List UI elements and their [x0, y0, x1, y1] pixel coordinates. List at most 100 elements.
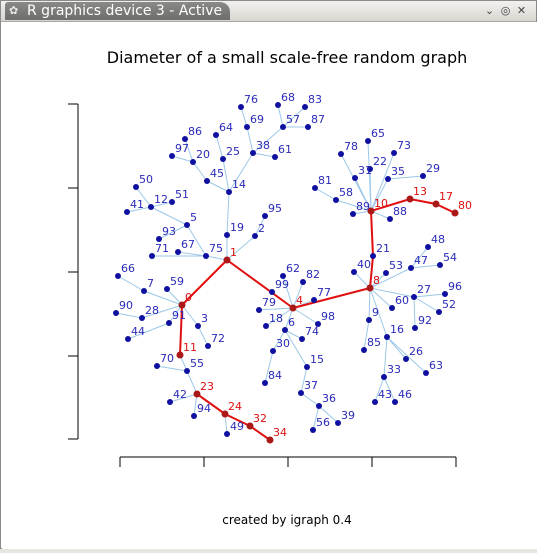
edge	[386, 336, 407, 360]
edge	[252, 152, 276, 158]
node-label: 56	[316, 416, 330, 429]
node-label: 1	[230, 246, 237, 259]
node-marker	[312, 185, 318, 191]
node-marker	[365, 138, 371, 144]
node-marker	[250, 150, 256, 156]
node-label: 40	[357, 258, 371, 271]
graph-node: 78	[338, 140, 358, 157]
graph-node: 48	[425, 233, 445, 250]
maximize-icon[interactable]: ◎	[500, 4, 511, 17]
node-label: 76	[244, 93, 258, 106]
edge	[246, 126, 254, 154]
node-label: 39	[341, 409, 355, 422]
title-bar[interactable]: ✿ R graphics device 3 - Active ⌄ ◎ ✕	[1, 1, 536, 22]
node-label: 43	[378, 388, 392, 401]
node-label: 31	[358, 164, 372, 177]
node-label: 72	[211, 332, 225, 345]
node-marker	[383, 270, 389, 276]
graph-node: 40	[351, 258, 371, 275]
edge	[300, 366, 308, 394]
graph-node: 99	[269, 278, 289, 295]
edge	[226, 191, 230, 236]
edge	[383, 336, 388, 378]
node-marker	[304, 364, 310, 370]
node-label: 36	[322, 392, 336, 405]
node-label: 82	[306, 268, 320, 281]
graph-node: 73	[391, 139, 411, 156]
graph-node: 21	[370, 242, 390, 259]
graph-node: 31	[352, 164, 372, 181]
graph-node: 93	[156, 225, 176, 242]
node-label: 63	[429, 359, 443, 372]
node-label: 19	[230, 221, 244, 234]
node-marker	[338, 151, 344, 157]
node-marker	[263, 323, 269, 329]
node-label: 86	[188, 125, 202, 138]
node-label: 28	[145, 304, 159, 317]
path-edge	[224, 413, 251, 427]
node-label: 18	[269, 312, 283, 325]
node-label: 62	[286, 262, 300, 275]
graph-node: 43	[372, 388, 392, 405]
node-marker	[154, 363, 160, 369]
node-marker	[381, 374, 387, 380]
node-marker	[367, 207, 375, 215]
graph-node: 77	[311, 286, 331, 303]
node-label: 68	[281, 91, 295, 104]
node-label: 21	[376, 242, 390, 255]
node-marker	[310, 427, 316, 433]
edge	[386, 336, 427, 374]
node-marker	[203, 253, 209, 259]
node-label: 14	[232, 178, 246, 191]
edge	[143, 290, 183, 306]
node-marker	[266, 436, 274, 444]
edge	[186, 224, 207, 257]
node-label: 59	[170, 275, 184, 288]
node-marker	[113, 310, 119, 316]
node-marker	[272, 154, 278, 160]
graph-node: 25	[220, 145, 240, 162]
node-label: 85	[367, 336, 381, 349]
title-tab[interactable]: ✿ R graphics device 3 - Active	[5, 2, 231, 20]
node-marker	[205, 343, 211, 349]
graph-node: 84	[262, 369, 282, 386]
node-label: 89	[356, 200, 370, 213]
edge	[413, 293, 446, 298]
node-label: 30	[276, 337, 290, 350]
edge	[150, 206, 188, 226]
node-marker	[175, 249, 181, 255]
edge	[277, 104, 284, 128]
graph-node: 17	[432, 190, 453, 208]
graph-node: 53	[383, 259, 403, 276]
edge	[413, 296, 440, 313]
graph-node: 47	[408, 254, 428, 271]
node-label: 7	[147, 277, 154, 290]
edge	[215, 134, 224, 160]
y-axis	[68, 103, 79, 440]
graph-node: 71	[149, 242, 169, 259]
node-marker	[184, 368, 190, 374]
close-icon[interactable]: ✕	[516, 4, 527, 17]
edge	[300, 392, 320, 407]
minimize-icon[interactable]: ⌄	[484, 4, 495, 17]
node-label: 90	[119, 299, 133, 312]
path-edge	[435, 203, 456, 214]
graph-node: 32	[246, 412, 267, 430]
node-marker	[305, 124, 311, 130]
edge	[205, 255, 228, 261]
node-label: 66	[121, 262, 135, 275]
app-menu-icon[interactable]: ✿	[9, 4, 19, 17]
node-label: 75	[209, 242, 223, 255]
edge	[240, 106, 248, 128]
node-marker	[213, 132, 219, 138]
graph-node: 29	[420, 162, 440, 179]
x-axis	[119, 456, 457, 467]
path-edge	[370, 210, 374, 257]
node-marker	[361, 347, 367, 353]
node-label: 93	[162, 225, 176, 238]
node-marker	[372, 399, 378, 405]
graph-node: 90	[113, 299, 133, 316]
graph-node: 5	[184, 211, 197, 228]
edge	[312, 405, 320, 431]
node-label: 88	[393, 205, 407, 218]
